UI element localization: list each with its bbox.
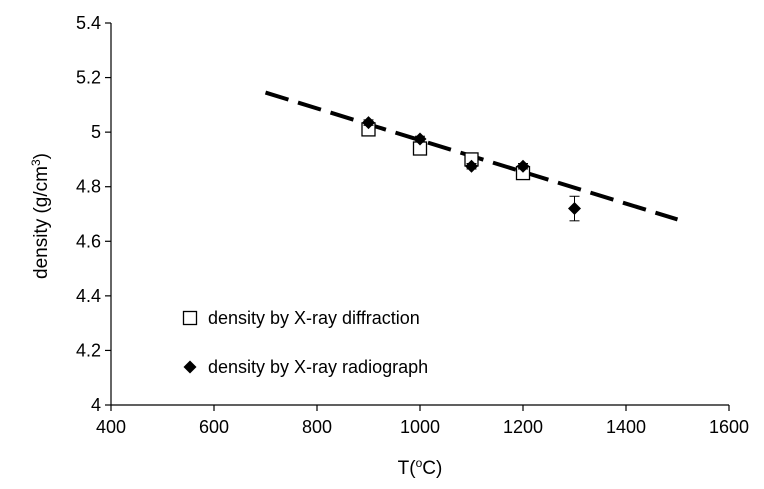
radiograph-point [465, 159, 478, 173]
marks-layer [361, 116, 581, 222]
legend-diamond-marker [183, 360, 197, 374]
x-tick-label: 1200 [503, 417, 543, 437]
y-axis-title-main: density (g/cm [31, 166, 52, 279]
y-axis-title-sup: 3 [29, 159, 43, 166]
x-tick-label: 1600 [709, 417, 749, 437]
x-axis-title-tail: C) [422, 458, 442, 479]
y-tick-label: 4.6 [76, 231, 101, 251]
x-axis-title-sup: o [416, 456, 423, 470]
x-tick-label: 1000 [400, 417, 440, 437]
x-tick-label: 1400 [606, 417, 646, 437]
y-tick-label: 4.4 [76, 286, 101, 306]
x-tick-label: 800 [302, 417, 332, 437]
radiograph-point [362, 116, 375, 130]
axes-layer: 4 4.2 4.4 4.6 4.8 5 5.2 5.4 400 600 800 1000 1200 140… [76, 13, 749, 437]
y-tick-label: 4.8 [76, 177, 101, 197]
legend-square-marker [182, 310, 198, 326]
radiograph-point [516, 159, 530, 173]
y-axis-title: density (g/cm3) [29, 153, 52, 279]
x-axis-title-main: T( [398, 458, 417, 479]
legend-label: density by X-ray diffraction [208, 308, 420, 328]
legend-label: density by X-ray radiograph [208, 357, 428, 377]
y-tick-label: 5.2 [76, 68, 101, 88]
radiograph-point [568, 202, 581, 216]
y-axis-title-tail: ) [31, 153, 52, 159]
y-tick-label: 4.2 [76, 340, 101, 360]
y-tick-label: 4 [91, 395, 101, 415]
x-tick-label: 600 [199, 417, 229, 437]
radiograph-point [413, 132, 427, 146]
x-axis-title: T(oC) [398, 456, 443, 479]
y-tick-label: 5.4 [76, 13, 101, 33]
legend: density by X-ray diffraction density by X… [182, 308, 428, 377]
x-tick-label: 400 [96, 417, 126, 437]
y-tick-label: 5 [91, 122, 101, 142]
